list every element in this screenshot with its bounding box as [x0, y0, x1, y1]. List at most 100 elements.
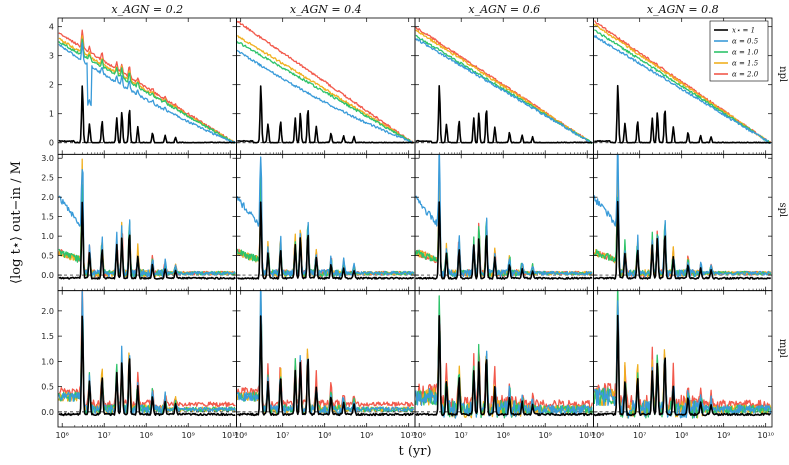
series-line-2	[593, 196, 772, 278]
legend-entry: α = 1.0	[732, 49, 759, 57]
y-tick-label: 2	[49, 81, 54, 90]
legend-entry: x⋆ = 1	[732, 27, 755, 35]
series-line-1	[415, 38, 593, 144]
x-tick-label: 10⁶	[56, 431, 69, 440]
panel-grid: 0 1 2 3 4 x⋆ = 1 α = 0.5 α = 1.0 α = 1.5 α = 2.0 0…	[41, 17, 774, 440]
x-tick-label: 10⁹	[717, 431, 730, 440]
series-line-3	[58, 158, 236, 278]
x-tick-label: 10⁷	[455, 431, 468, 440]
series-line-1	[415, 154, 593, 278]
panel-mpl-col3: 10⁶ 10⁷ 10⁸ 10⁹ 10¹⁰	[413, 290, 596, 440]
row-label: mpl	[777, 339, 788, 358]
series-line-0	[415, 315, 593, 417]
x-tick-label: 10¹⁰	[757, 431, 774, 440]
column-title: x_AGN = 0.4	[290, 3, 362, 16]
series-line-2	[58, 184, 236, 278]
series-line-3	[237, 196, 415, 278]
figure-labels: x_AGN = 0.2 x_AGN = 0.4 x_AGN = 0.6 x_AGN =…	[9, 3, 788, 459]
x-tick-label: 10⁶	[413, 431, 426, 440]
x-tick-label: 10⁹	[182, 431, 195, 440]
column-title: x_AGN = 0.8	[647, 3, 719, 16]
legend-entry: α = 2.0	[732, 71, 759, 79]
series-line-1	[236, 49, 414, 144]
series-line-1	[58, 290, 236, 415]
series-line-0	[58, 85, 236, 144]
series-line-1	[236, 290, 415, 415]
x-tick-label: 10⁸	[140, 431, 153, 440]
panel-spl-col3	[414, 153, 594, 292]
panel-frame	[57, 17, 237, 155]
y-tick-label: 1.0	[41, 232, 54, 241]
series-line-4	[593, 295, 772, 414]
series-line-2	[415, 209, 593, 278]
x-tick-label: 10⁹	[360, 431, 373, 440]
x-tick-label: 10⁸	[318, 431, 331, 440]
row-label: spl	[777, 203, 788, 218]
series-line-4	[236, 177, 415, 278]
series-line-2	[236, 312, 415, 415]
x-tick-label: 10⁸	[675, 431, 688, 440]
x-tick-label: 10⁷	[276, 431, 289, 440]
panel-npl-col1: 0 1 2 3 4	[49, 17, 237, 155]
x-tick-label: 10⁶	[591, 431, 604, 440]
x-tick-label: 10¹⁰	[222, 431, 239, 440]
series-line-0	[593, 314, 772, 417]
y-tick-label: 4	[49, 23, 54, 32]
series-line-3	[236, 290, 414, 415]
panel-mpl-col1: 10⁶ 10⁷ 10⁸ 10⁹ 10¹⁰ 0.0 0.5 1.0 1.5 2.0	[41, 290, 239, 440]
series-line-4	[58, 290, 236, 410]
series-line-4	[236, 20, 414, 144]
series-line-3	[58, 304, 236, 415]
y-tick-label: 0	[49, 139, 54, 148]
series-line-2	[58, 38, 236, 144]
panel-npl-col4: x⋆ = 1 α = 0.5 α = 1.0 α = 1.5 α = 2.0	[593, 17, 773, 155]
y-tick-label: 0.5	[41, 383, 54, 392]
series-line-3	[415, 183, 593, 278]
series-line-0	[415, 201, 593, 280]
y-tick-label: 0.0	[41, 271, 54, 280]
series-line-0	[415, 85, 593, 144]
row-label: npl	[777, 66, 788, 82]
series-line-4	[415, 309, 593, 414]
series-line-2	[236, 41, 415, 144]
y-tick-label: 2.0	[41, 193, 54, 202]
series-line-1	[593, 35, 772, 145]
panel-npl-col3	[414, 17, 594, 155]
x-tick-label: 10⁹	[539, 431, 552, 440]
panel-mpl-col4: 10⁶ 10⁷ 10⁸ 10⁹ 10¹⁰	[591, 290, 774, 440]
series-line-1	[593, 154, 772, 278]
series-line-0	[58, 315, 236, 417]
x-tick-label: 10⁷	[98, 431, 111, 440]
series-line-3	[593, 23, 771, 144]
x-tick-label: 10¹⁰	[400, 431, 417, 440]
series-line-4	[593, 189, 772, 278]
series-line-2	[58, 318, 236, 415]
series-line-4	[58, 189, 236, 278]
y-axis-label: ⟨log t⋆⟩ out−in / M	[9, 161, 24, 284]
column-title: x_AGN = 0.2	[111, 3, 183, 16]
panel-spl-col2	[236, 153, 416, 292]
x-tick-label: 10⁷	[633, 431, 646, 440]
legend-entry: α = 1.5	[732, 60, 759, 68]
series-line-0	[593, 200, 772, 280]
series-line-1	[236, 156, 415, 278]
x-tick-label: 10¹⁰	[579, 431, 596, 440]
panel-frame	[593, 290, 773, 428]
y-tick-label: 0.5	[41, 252, 54, 261]
series-line-4	[236, 322, 415, 410]
y-tick-label: 0.0	[41, 408, 54, 417]
y-tick-label: 1	[49, 110, 54, 119]
series-line-4	[58, 29, 236, 143]
legend-entry: α = 0.5	[732, 38, 759, 46]
series-line-4	[415, 164, 593, 278]
legend: x⋆ = 1 α = 0.5 α = 1.0 α = 1.5 α = 2.0	[709, 20, 769, 82]
column-title: x_AGN = 0.6	[468, 3, 540, 16]
series-line-0	[237, 201, 415, 280]
series-line-1	[58, 168, 236, 278]
series-line-3	[415, 29, 593, 144]
x-axis-label: t (yr)	[398, 444, 431, 459]
y-tick-label: 3	[49, 52, 54, 61]
series-line-1	[58, 42, 236, 144]
y-tick-label: 1.5	[41, 332, 54, 341]
